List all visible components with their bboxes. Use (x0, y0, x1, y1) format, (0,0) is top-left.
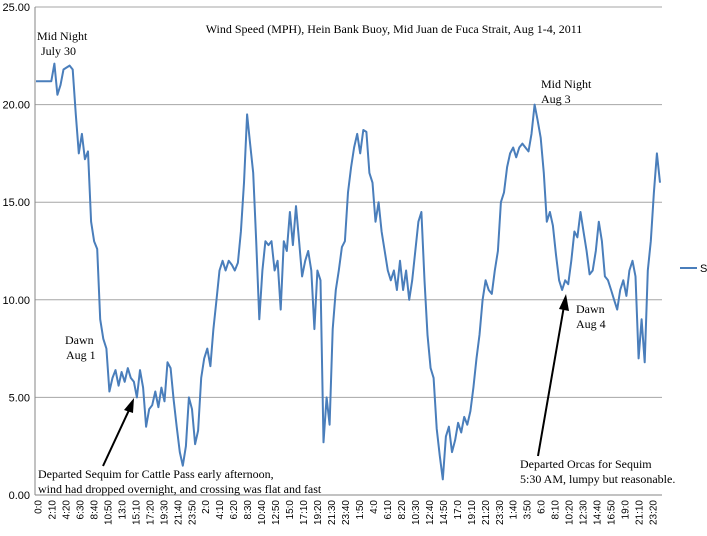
x-tick-label: 14:50 (439, 500, 450, 525)
annotation-departed-sequim-line1: Departed Sequim for Cattle Pass early af… (38, 467, 274, 481)
x-tick-label: 0:0 (34, 500, 45, 514)
legend-label: S (700, 263, 707, 275)
x-tick-label: 19:20 (313, 500, 324, 525)
y-tick-label: 5.00 (9, 392, 30, 404)
y-tick-label: 0.00 (9, 490, 30, 502)
x-tick-label: 17:10 (299, 500, 310, 525)
y-axis-ticks: 0.00 5.00 10.00 15.00 20.00 25.00 (2, 2, 30, 502)
y-tick-label: 25.00 (2, 2, 30, 14)
x-tick-label: 23:20 (649, 500, 660, 525)
x-tick-label: 8:30 (243, 500, 254, 520)
x-tick-label: 2:10 (47, 500, 58, 520)
annotation-dawn-aug4: Dawn Aug 4 (576, 302, 606, 331)
x-tick-label: 6:20 (229, 500, 240, 520)
arrow-departed-sequim (102, 398, 134, 467)
x-tick-label: 23:40 (341, 500, 352, 525)
x-tick-label: 21:10 (635, 500, 646, 525)
x-tick-label: 3:50 (523, 500, 534, 520)
x-tick-label: 23:50 (187, 500, 198, 525)
x-tick-label: 6:10 (383, 500, 394, 520)
arrow-departed-orcas (537, 294, 569, 457)
x-tick-label: 2:0 (201, 500, 212, 514)
annotation-dawn-aug4-line2: Aug 4 (576, 317, 606, 331)
annotation-midnight-july30-line1: Mid Night (37, 29, 88, 43)
annotation-dawn-aug1-line1: Dawn (65, 333, 94, 347)
x-tick-label: 19:0 (621, 500, 632, 520)
x-tick-label: 17:20 (145, 500, 156, 525)
x-tick-label: 1:40 (509, 500, 520, 520)
x-tick-label: 21:40 (173, 500, 184, 525)
x-tick-label: 21:30 (327, 500, 338, 525)
annotation-departed-orcas: Departed Orcas for Sequim 5:30 AM, lumpy… (520, 457, 675, 486)
series-lines (36, 62, 661, 481)
annotation-midnight-july30-line2: July 30 (41, 44, 76, 58)
x-tick-label: 4:20 (61, 500, 72, 520)
y-tick-label: 20.00 (2, 100, 30, 112)
x-tick-label: 6:30 (75, 500, 86, 520)
x-tick-label: 17:0 (453, 500, 464, 520)
x-tick-label: 21:20 (481, 500, 492, 525)
x-tick-label: 8:10 (551, 500, 562, 520)
x-tick-label: 10:40 (257, 500, 268, 525)
x-tick-label: 8:20 (397, 500, 408, 520)
annotation-dawn-aug4-line1: Dawn (576, 302, 605, 316)
annotation-departed-sequim-line2: wind had dropped overnight, and crossing… (38, 482, 322, 496)
gridlines (34, 6, 662, 496)
annotation-dawn-aug1-line2: Aug 1 (66, 348, 96, 362)
annotation-midnight-aug3-line2: Aug 3 (541, 92, 571, 106)
y-tick-label: 15.00 (2, 197, 30, 209)
x-tick-label: 14:40 (593, 500, 604, 525)
annotation-dawn-aug1: Dawn Aug 1 (65, 333, 96, 362)
annotation-departed-orcas-line2: 5:30 AM, lumpy but reasonable. (520, 472, 675, 486)
annotation-midnight-aug3: Mid Night Aug 3 (541, 77, 592, 106)
x-tick-label: 12:50 (271, 500, 282, 525)
x-tick-label: 4:0 (369, 500, 380, 514)
x-axis-ticks: 0:0 2:10 4:20 6:30 8:40 10:50 13:0 15:10 17:20 19… (34, 500, 660, 525)
series-line-S (36, 62, 661, 481)
chart-title: Wind Speed (MPH), Hein Bank Buoy, Mid Ju… (206, 22, 583, 36)
annotation-departed-sequim: Departed Sequim for Cattle Pass early af… (38, 467, 322, 496)
x-tick-label: 12:30 (579, 500, 590, 525)
legend: S (680, 263, 707, 275)
x-tick-label: 19:10 (467, 500, 478, 525)
annotation-midnight-aug3-line1: Mid Night (541, 77, 592, 91)
x-tick-label: 12:40 (425, 500, 436, 525)
x-tick-label: 10:50 (103, 500, 114, 525)
x-tick-label: 23:30 (495, 500, 506, 525)
x-tick-label: 4:10 (215, 500, 226, 520)
annotation-departed-orcas-line1: Departed Orcas for Sequim (520, 457, 652, 471)
x-tick-label: 10:20 (565, 500, 576, 525)
x-tick-label: 13:0 (117, 500, 128, 520)
y-tick-label: 10.00 (2, 295, 30, 307)
x-tick-label: 15:10 (131, 500, 142, 525)
x-tick-label: 1:50 (355, 500, 366, 520)
x-tick-label: 19:30 (159, 500, 170, 525)
x-tick-label: 10:30 (411, 500, 422, 525)
annotation-midnight-july30: Mid Night July 30 (37, 29, 88, 58)
x-tick-label: 16:50 (607, 500, 618, 525)
x-tick-label: 6:0 (537, 500, 548, 514)
x-tick-label: 8:40 (89, 500, 100, 520)
x-tick-label: 15:0 (285, 500, 296, 520)
